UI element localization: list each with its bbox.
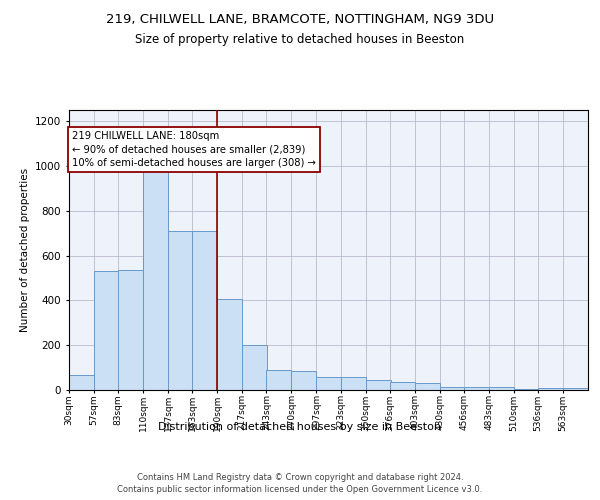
Bar <box>217 300 242 390</box>
Bar <box>168 231 193 390</box>
Text: Contains HM Land Registry data © Crown copyright and database right 2024.
Contai: Contains HM Land Registry data © Crown c… <box>118 472 482 494</box>
Text: Distribution of detached houses by size in Beeston: Distribution of detached houses by size … <box>158 422 442 432</box>
Bar <box>440 386 465 390</box>
Bar <box>341 376 365 390</box>
Y-axis label: Number of detached properties: Number of detached properties <box>20 168 29 332</box>
Bar <box>415 384 440 390</box>
Bar <box>563 388 588 390</box>
Bar <box>464 386 489 390</box>
Text: Size of property relative to detached houses in Beeston: Size of property relative to detached ho… <box>136 32 464 46</box>
Bar <box>242 345 268 390</box>
Bar <box>489 386 514 390</box>
Bar <box>389 382 415 390</box>
Text: 219 CHILWELL LANE: 180sqm
← 90% of detached houses are smaller (2,839)
10% of se: 219 CHILWELL LANE: 180sqm ← 90% of detac… <box>72 132 316 168</box>
Bar <box>316 376 341 390</box>
Bar <box>143 165 168 390</box>
Bar <box>192 231 217 390</box>
Bar <box>266 370 292 390</box>
Bar <box>69 376 94 390</box>
Text: 219, CHILWELL LANE, BRAMCOTE, NOTTINGHAM, NG9 3DU: 219, CHILWELL LANE, BRAMCOTE, NOTTINGHAM… <box>106 12 494 26</box>
Bar <box>538 388 563 390</box>
Bar <box>94 272 119 390</box>
Bar <box>118 270 143 390</box>
Bar <box>365 380 391 390</box>
Bar <box>292 371 316 390</box>
Bar <box>514 389 539 390</box>
